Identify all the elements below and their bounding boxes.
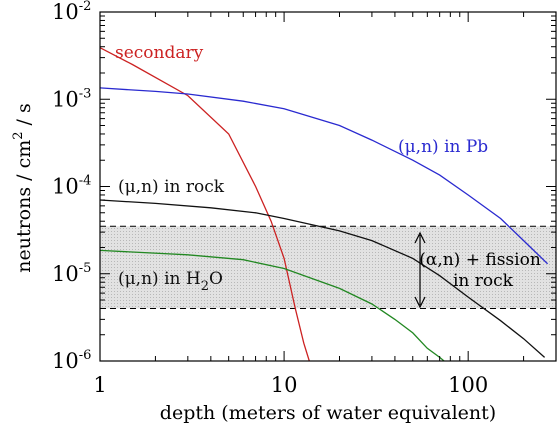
x-tick-label: 10 xyxy=(271,373,298,397)
y-axis-label: neutrons / cm2 / s xyxy=(11,103,35,273)
h2o-label: (μ,n) in H2O xyxy=(118,269,223,294)
y-tick-label: 10-6 xyxy=(52,348,91,373)
x-tick-labels: 1 10 100 xyxy=(93,373,488,397)
series-line-3 xyxy=(100,249,445,361)
series-line-2 xyxy=(100,199,546,358)
x-tick-label: 100 xyxy=(448,373,488,397)
y-tick-label: 10-4 xyxy=(52,174,91,199)
x-axis-label: depth (meters of water equivalent) xyxy=(160,402,496,424)
axis-ticks xyxy=(99,11,557,362)
secondary-label: secondary xyxy=(115,43,204,63)
pb-label: (μ,n) in Pb xyxy=(398,137,488,157)
band-label-line1: (α,n) + fission xyxy=(419,250,541,270)
series-line-1 xyxy=(100,87,549,265)
rock-label: (μ,n) in rock xyxy=(118,177,225,197)
band-fill xyxy=(100,226,556,309)
y-tick-labels: 10-6 10-5 10-4 10-3 10-2 xyxy=(52,0,91,373)
alpha-fission-band xyxy=(100,225,556,309)
x-tick-label: 1 xyxy=(93,373,106,397)
y-tick-label: 10-5 xyxy=(52,261,91,286)
y-tick-label: 10-2 xyxy=(52,0,91,24)
band-arrow xyxy=(414,231,426,309)
y-tick-label: 10-3 xyxy=(52,86,91,111)
series-line-0 xyxy=(100,47,310,361)
band-label-line2: in rock xyxy=(453,271,514,291)
series-lines xyxy=(100,47,549,361)
